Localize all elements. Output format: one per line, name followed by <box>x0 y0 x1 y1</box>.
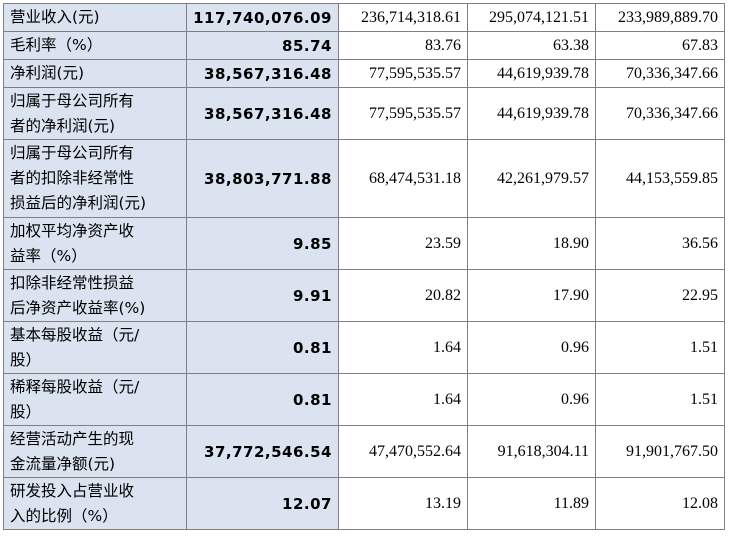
table-row: 基本每股收益（元/股） 0.81 1.64 0.96 1.51 <box>3 321 725 374</box>
row-label-line: 毛利率（%） <box>10 36 103 54</box>
current-period-value: 38,803,771.88 <box>186 139 339 218</box>
row-label: 稀释每股收益（元/股） <box>3 373 187 426</box>
row-label: 基本每股收益（元/股） <box>3 321 187 374</box>
prior-period-value: 91,618,304.11 <box>467 425 596 478</box>
prior-period-value: 91,901,767.50 <box>595 425 725 478</box>
table-body: 营业收入(元) 117,740,076.09 236,714,318.61 295,0… <box>3 3 725 530</box>
prior-period-value: 83.76 <box>338 31 468 60</box>
row-label-line: 股） <box>10 350 42 369</box>
current-period-value: 117,740,076.09 <box>186 3 339 32</box>
row-label: 毛利率（%） <box>3 31 187 60</box>
row-label-line: 归属于母公司所有 <box>10 91 135 110</box>
row-label-line: 经营活动产生的现 <box>10 429 135 448</box>
table-row: 毛利率（%） 85.74 83.76 63.38 67.83 <box>3 31 725 60</box>
table-row: 稀释每股收益（元/股） 0.81 1.64 0.96 1.51 <box>3 373 725 426</box>
prior-period-value: 11.89 <box>467 477 596 530</box>
row-label-line: 后净资产收益率(%) <box>10 298 146 317</box>
table-row: 研发投入占营业收 入的比例（%） 12.07 13.19 11.89 12.08 <box>3 477 725 530</box>
table-row: 净利润(元) 38,567,316.48 77,595,535.57 44,619,9… <box>3 59 725 88</box>
row-label-line: 基本每股收益（元/ <box>10 325 140 344</box>
table-row: 归属于母公司所有 者的扣除非经常性 损益后的净利润(元) 38,803,771.88 6… <box>3 139 725 218</box>
current-period-value: 38,567,316.48 <box>186 87 339 140</box>
row-label-line: 净利润(元) <box>10 64 85 82</box>
row-label: 加权平均净资产收 益率（%） <box>3 217 187 270</box>
row-label: 净利润(元) <box>3 59 187 88</box>
prior-period-value: 22.95 <box>595 269 725 322</box>
row-label-line: 入的比例（%） <box>10 506 118 525</box>
prior-period-value: 36.56 <box>595 217 725 270</box>
current-period-value: 12.07 <box>186 477 339 530</box>
row-label-line: 稀释每股收益（元/ <box>10 377 140 396</box>
prior-period-value: 44,153,559.85 <box>595 139 725 218</box>
table-row: 加权平均净资产收 益率（%） 9.85 23.59 18.90 36.56 <box>3 217 725 270</box>
prior-period-value: 42,261,979.57 <box>467 139 596 218</box>
prior-period-value: 12.08 <box>595 477 725 530</box>
prior-period-value: 236,714,318.61 <box>338 3 468 32</box>
table-row: 扣除非经常性损益 后净资产收益率(%) 9.91 20.82 17.90 22.95 <box>3 269 725 322</box>
prior-period-value: 67.83 <box>595 31 725 60</box>
prior-period-value: 0.96 <box>467 321 596 374</box>
financial-indicators-table: 营业收入(元) 117,740,076.09 236,714,318.61 295,0… <box>3 3 725 530</box>
row-label: 扣除非经常性损益 后净资产收益率(%) <box>3 269 187 322</box>
row-label: 研发投入占营业收 入的比例（%） <box>3 477 187 530</box>
row-label-line: 营业收入(元) <box>10 8 100 26</box>
row-label-line: 股） <box>10 402 42 421</box>
current-period-value: 0.81 <box>186 321 339 374</box>
current-period-value: 37,772,546.54 <box>186 425 339 478</box>
prior-period-value: 47,470,552.64 <box>338 425 468 478</box>
prior-period-value: 1.51 <box>595 321 725 374</box>
prior-period-value: 70,336,347.66 <box>595 59 725 88</box>
row-label-line: 损益后的净利润(元) <box>10 194 147 212</box>
row-label-line: 扣除非经常性损益 <box>10 273 135 292</box>
prior-period-value: 63.38 <box>467 31 596 60</box>
prior-period-value: 77,595,535.57 <box>338 59 468 88</box>
prior-period-value: 295,074,121.51 <box>467 3 596 32</box>
current-period-value: 9.85 <box>186 217 339 270</box>
prior-period-value: 44,619,939.78 <box>467 87 596 140</box>
prior-period-value: 17.90 <box>467 269 596 322</box>
row-label-line: 研发投入占营业收 <box>10 481 135 500</box>
current-period-value: 9.91 <box>186 269 339 322</box>
prior-period-value: 1.51 <box>595 373 725 426</box>
row-label-line: 益率（%） <box>10 246 87 265</box>
prior-period-value: 18.90 <box>467 217 596 270</box>
prior-period-value: 0.96 <box>467 373 596 426</box>
row-label-line: 加权平均净资产收 <box>10 221 135 240</box>
current-period-value: 38,567,316.48 <box>186 59 339 88</box>
prior-period-value: 77,595,535.57 <box>338 87 468 140</box>
row-label-line: 者的净利润(元) <box>10 116 116 135</box>
table-row: 归属于母公司所有 者的净利润(元) 38,567,316.48 77,595,535.… <box>3 87 725 140</box>
prior-period-value: 68,474,531.18 <box>338 139 468 218</box>
current-period-value: 85.74 <box>186 31 339 60</box>
row-label-line: 者的扣除非经常性 <box>10 169 135 187</box>
row-label-line: 金流量净额(元) <box>10 454 116 473</box>
current-period-value: 0.81 <box>186 373 339 426</box>
row-label: 经营活动产生的现 金流量净额(元) <box>3 425 187 478</box>
prior-period-value: 13.19 <box>338 477 468 530</box>
prior-period-value: 233,989,889.70 <box>595 3 725 32</box>
prior-period-value: 44,619,939.78 <box>467 59 596 88</box>
table-row: 经营活动产生的现 金流量净额(元) 37,772,546.54 47,470,552.… <box>3 425 725 478</box>
prior-period-value: 23.59 <box>338 217 468 270</box>
row-label: 归属于母公司所有 者的净利润(元) <box>3 87 187 140</box>
prior-period-value: 70,336,347.66 <box>595 87 725 140</box>
row-label-line: 归属于母公司所有 <box>10 144 135 162</box>
row-label: 营业收入(元) <box>3 3 187 32</box>
table-row: 营业收入(元) 117,740,076.09 236,714,318.61 295,0… <box>3 3 725 32</box>
prior-period-value: 20.82 <box>338 269 468 322</box>
prior-period-value: 1.64 <box>338 321 468 374</box>
row-label: 归属于母公司所有 者的扣除非经常性 损益后的净利润(元) <box>3 139 187 218</box>
prior-period-value: 1.64 <box>338 373 468 426</box>
